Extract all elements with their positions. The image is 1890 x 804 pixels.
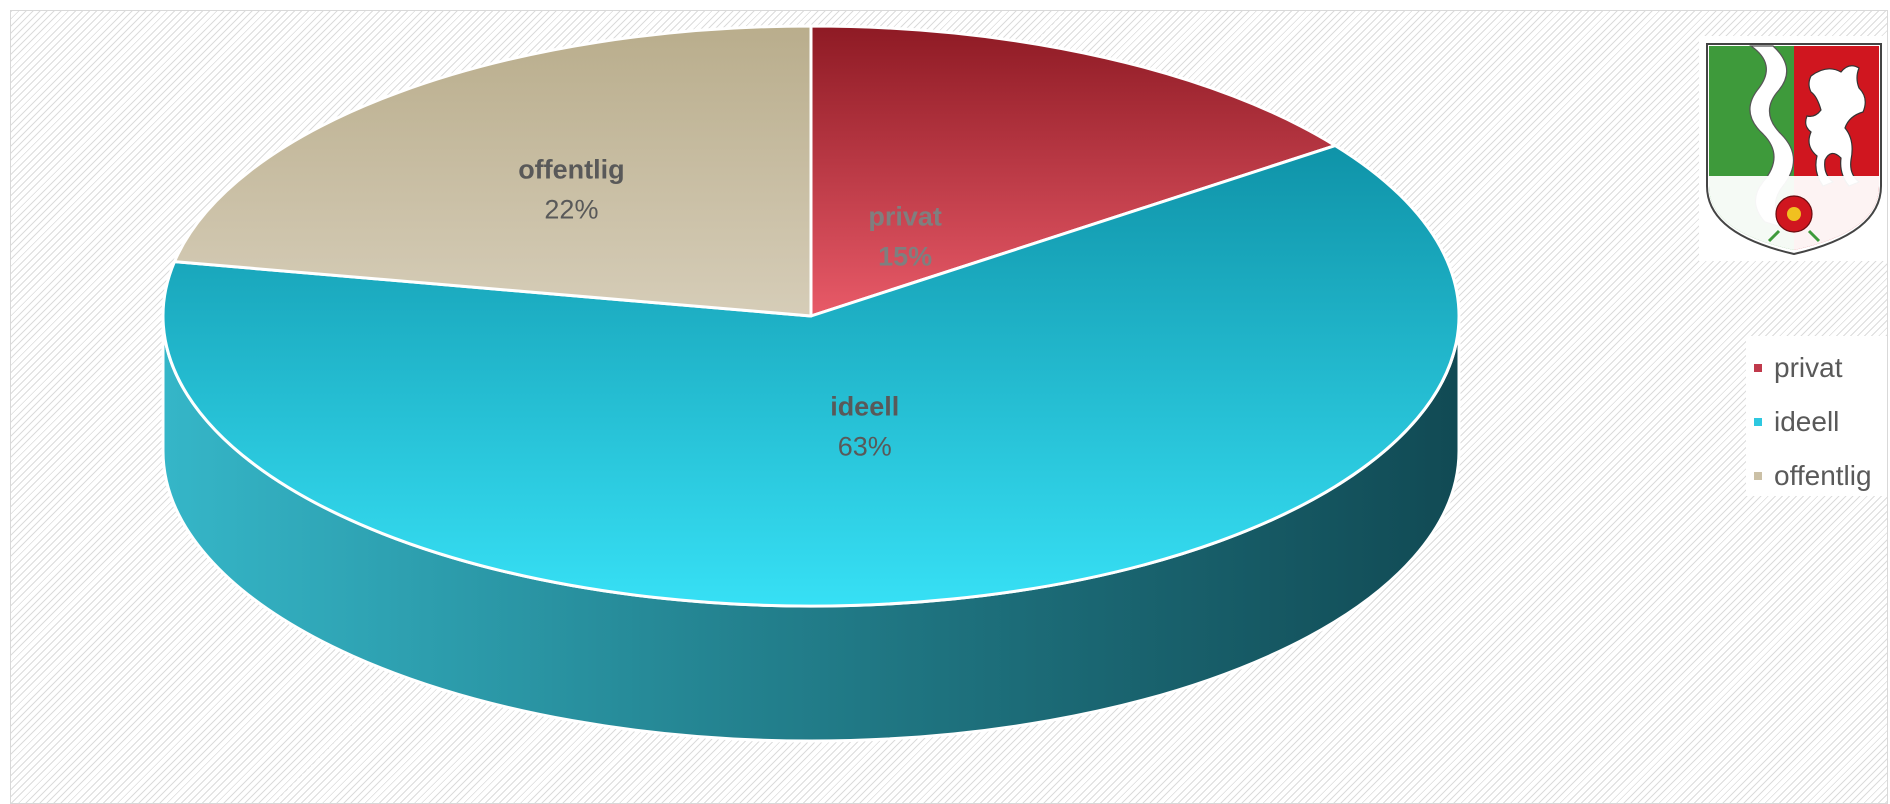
pie-top [161, 24, 1461, 608]
pie-slice-ideell [161, 144, 1461, 608]
pie-slice-offentlig [172, 24, 813, 318]
legend-label-offentlig: offentlig [1774, 460, 1872, 491]
data-label-name-offentlig: offentlig [518, 154, 624, 184]
data-label-value-offentlig: 22% [544, 194, 598, 224]
legend-item-offentlig: offentlig [1754, 456, 1872, 496]
data-label-value-privat: 15% [878, 241, 932, 271]
nrw-coat-of-arms-icon [1706, 43, 1882, 256]
legend-swatch-ideell [1754, 418, 1762, 426]
coat-of-arms [1699, 36, 1887, 261]
legend-swatch-privat [1754, 364, 1762, 372]
data-label-name-ideell: ideell [830, 392, 899, 422]
legend-label-privat: privat [1774, 352, 1843, 383]
legend-label-ideell: ideell [1774, 406, 1840, 437]
pie-chart: privat 15% ideell 63% offentlig 22% [161, 24, 1461, 743]
pie-slice-privat [809, 24, 1337, 318]
legend-swatch-offentlig [1754, 472, 1762, 480]
data-label-ideell: ideell 63% [830, 392, 899, 462]
legend-item-privat: privat [1754, 348, 1842, 388]
data-label-privat: privat 15% [868, 201, 942, 271]
chart-legend: privat ideell offentlig [1746, 336, 1887, 496]
data-label-offentlig: offentlig 22% [518, 154, 624, 224]
chart-area: privat 15% ideell 63% offentlig 22% privat id… [10, 10, 1888, 804]
legend-item-ideell: ideell [1754, 402, 1839, 442]
data-label-name-privat: privat [868, 201, 942, 231]
data-label-value-ideell: 63% [838, 432, 892, 462]
pie-data-labels: privat 15% ideell 63% offentlig 22% [518, 154, 942, 461]
